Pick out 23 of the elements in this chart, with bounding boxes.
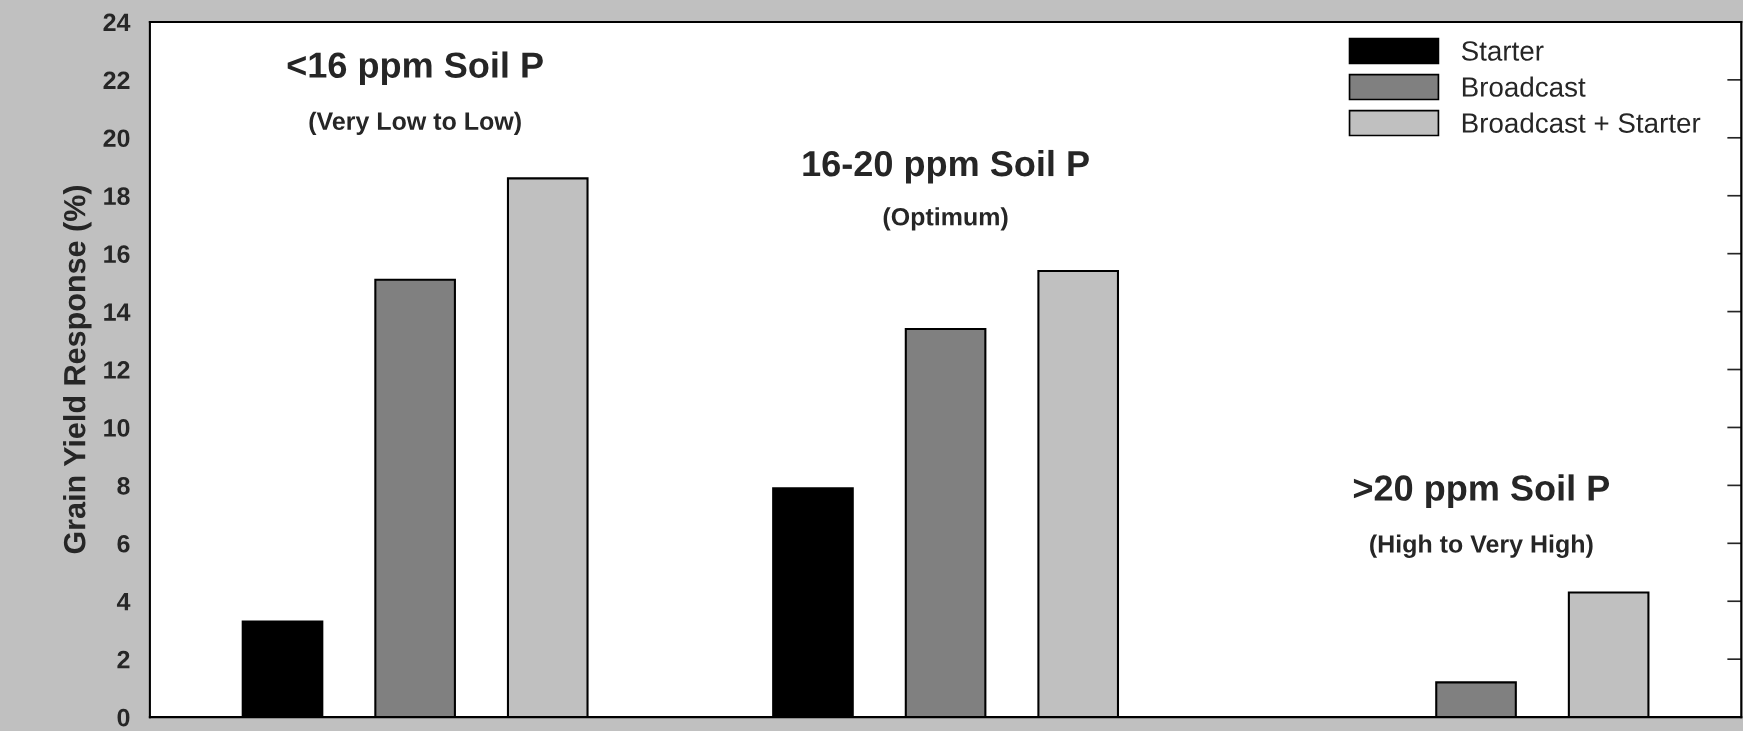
y-tick-label: 22 (103, 71, 130, 89)
annotation: (High to Very High) (1370, 534, 1593, 558)
legend-label: Broadcast + Starter (1462, 112, 1701, 133)
annotation: (Very Low to Low) (309, 111, 521, 135)
y-tick-label: 24 (103, 13, 131, 31)
y-tick-label: 6 (117, 534, 130, 553)
annotation: (Optimum) (883, 207, 1008, 231)
annotation: <16 ppm Soil P (287, 51, 543, 86)
legend-label: Broadcast (1462, 76, 1586, 97)
y-tick-label: 14 (104, 303, 131, 321)
y-axis-title: Grain Yield Response (%) (63, 185, 92, 554)
y-tick-label: 20 (103, 129, 130, 148)
y-tick-label: 16 (104, 245, 130, 263)
legend-label: Starter (1461, 41, 1544, 61)
y-tick-label: 12 (104, 361, 130, 379)
annotation: 16-20 ppm Soil P (803, 149, 1089, 184)
y-tick-label: 2 (117, 650, 130, 669)
y-tick-label: 4 (116, 593, 131, 611)
y-tick-label: 8 (117, 476, 130, 495)
y-tick-label: 0 (117, 708, 130, 727)
y-tick-label: 18 (104, 187, 130, 206)
annotation: >20 ppm Soil P (1353, 474, 1610, 509)
y-tick-label: 10 (104, 419, 130, 437)
